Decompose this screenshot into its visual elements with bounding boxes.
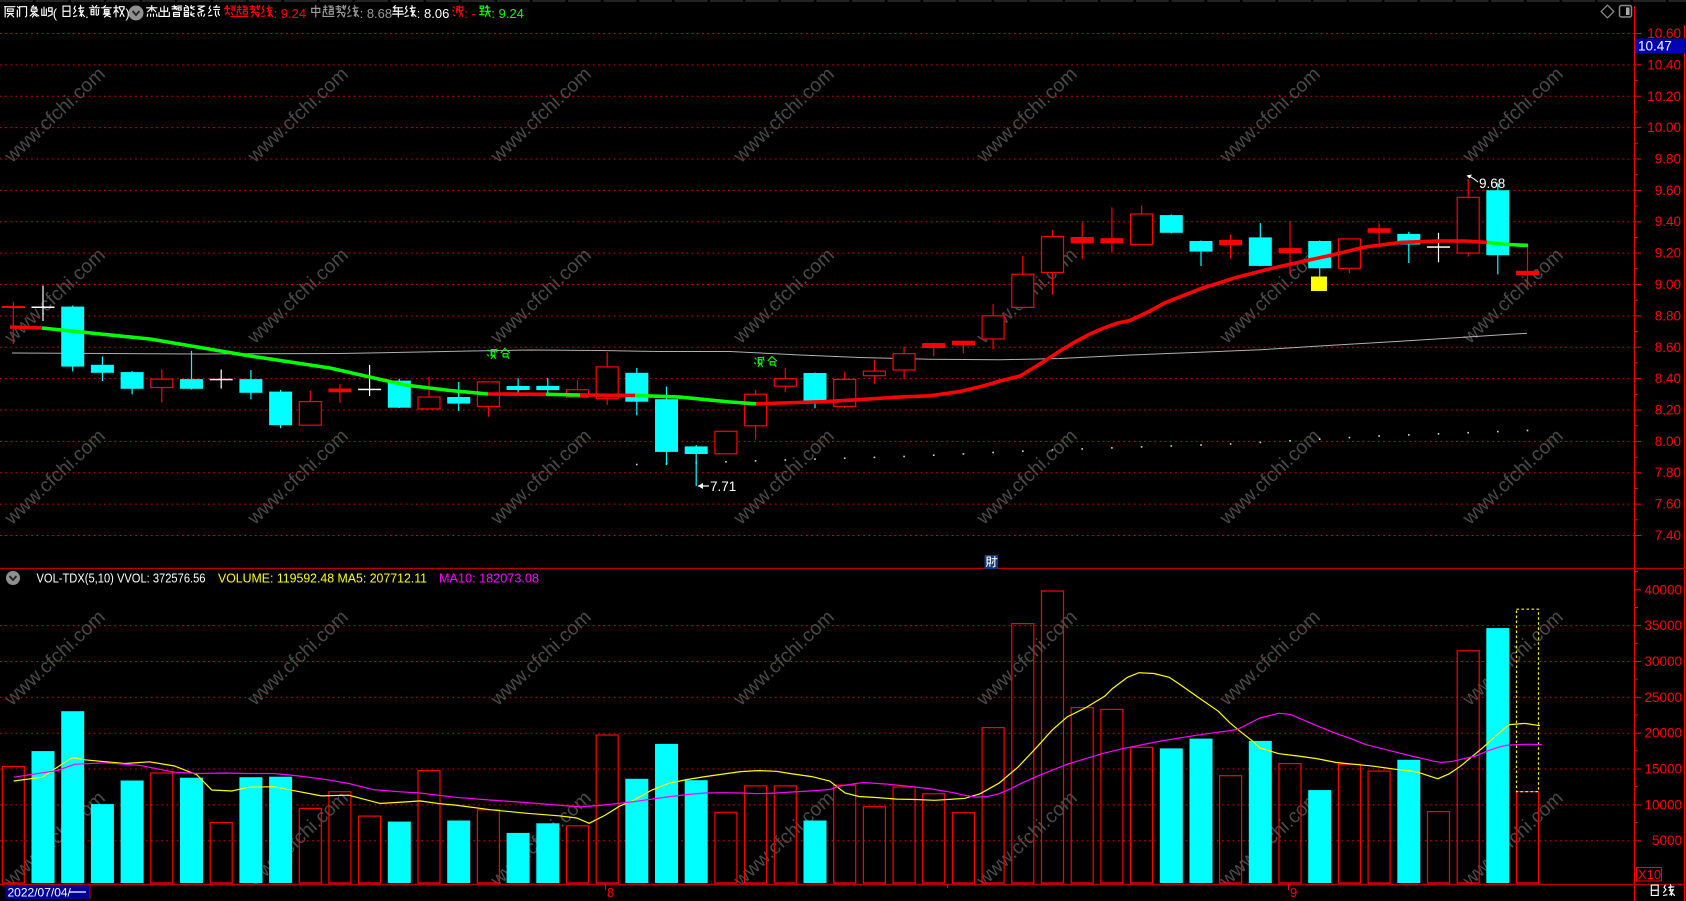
svg-text:35000: 35000 bbox=[1644, 618, 1682, 633]
svg-text:www.cfchi.com: www.cfchi.com bbox=[1215, 425, 1325, 530]
svg-text:www.cfchi.com: www.cfchi.com bbox=[1458, 244, 1568, 349]
svg-text:www.cfchi.com: www.cfchi.com bbox=[243, 425, 353, 530]
svg-text:X10: X10 bbox=[1638, 867, 1661, 882]
svg-text:(: ( bbox=[53, 6, 58, 21]
svg-text:VOLUME: 119592.48 MA5: 207712.: VOLUME: 119592.48 MA5: 207712.11 bbox=[218, 572, 427, 586]
svg-text:8: 8 bbox=[607, 885, 614, 900]
svg-text:5000: 5000 bbox=[1652, 833, 1682, 848]
svg-text:2022/07/04/: 2022/07/04/ bbox=[8, 886, 72, 900]
svg-text:www.cfchi.com: www.cfchi.com bbox=[729, 606, 839, 711]
svg-text:8.40: 8.40 bbox=[1655, 371, 1681, 386]
svg-text:9.40: 9.40 bbox=[1655, 214, 1681, 229]
svg-text:www.cfchi.com: www.cfchi.com bbox=[486, 425, 596, 530]
svg-text:9.60: 9.60 bbox=[1655, 183, 1681, 198]
svg-text:www.cfchi.com: www.cfchi.com bbox=[1215, 63, 1325, 168]
svg-text:25000: 25000 bbox=[1644, 690, 1682, 705]
svg-text:: 9.24: : 9.24 bbox=[274, 6, 307, 21]
svg-text:9.80: 9.80 bbox=[1655, 152, 1681, 167]
svg-text:9: 9 bbox=[1290, 885, 1297, 900]
svg-text:10.40: 10.40 bbox=[1647, 57, 1681, 72]
svg-text:30000: 30000 bbox=[1644, 654, 1682, 669]
svg-text:www.cfchi.com: www.cfchi.com bbox=[486, 244, 596, 349]
svg-text:www.cfchi.com: www.cfchi.com bbox=[1458, 63, 1568, 168]
svg-text:7.60: 7.60 bbox=[1655, 497, 1681, 512]
svg-text:www.cfchi.com: www.cfchi.com bbox=[729, 244, 839, 349]
svg-text:www.cfchi.com: www.cfchi.com bbox=[243, 606, 353, 711]
svg-text:www.cfchi.com: www.cfchi.com bbox=[972, 63, 1082, 168]
svg-text:15000: 15000 bbox=[1644, 762, 1682, 777]
svg-text:10.20: 10.20 bbox=[1647, 89, 1681, 104]
svg-text:10.47: 10.47 bbox=[1638, 39, 1672, 54]
svg-text:: 9.24: : 9.24 bbox=[491, 6, 524, 21]
svg-text:: 8.68: : 8.68 bbox=[360, 6, 393, 21]
svg-text:10.60: 10.60 bbox=[1647, 26, 1681, 41]
svg-text:7.80: 7.80 bbox=[1655, 465, 1681, 480]
svg-text:www.cfchi.com: www.cfchi.com bbox=[243, 244, 353, 349]
svg-text:10000: 10000 bbox=[1644, 797, 1682, 812]
svg-text:7.71: 7.71 bbox=[710, 479, 736, 494]
svg-text:www.cfchi.com: www.cfchi.com bbox=[729, 63, 839, 168]
svg-text:www.cfchi.com: www.cfchi.com bbox=[1458, 425, 1568, 530]
svg-text:www.cfchi.com: www.cfchi.com bbox=[1458, 787, 1568, 892]
svg-text:: 8.06: : 8.06 bbox=[417, 6, 450, 21]
svg-text:20000: 20000 bbox=[1644, 726, 1682, 741]
svg-text:.: . bbox=[85, 6, 89, 21]
svg-text:8.20: 8.20 bbox=[1655, 403, 1681, 418]
svg-text:www.cfchi.com: www.cfchi.com bbox=[1458, 606, 1568, 711]
svg-text:8.00: 8.00 bbox=[1655, 434, 1681, 449]
svg-text:10.00: 10.00 bbox=[1647, 120, 1681, 135]
svg-text:7.40: 7.40 bbox=[1655, 528, 1681, 543]
svg-text:9.20: 9.20 bbox=[1655, 246, 1681, 261]
svg-text:www.cfchi.com: www.cfchi.com bbox=[729, 425, 839, 530]
svg-text:www.cfchi.com: www.cfchi.com bbox=[972, 787, 1082, 892]
svg-text:www.cfchi.com: www.cfchi.com bbox=[972, 425, 1082, 530]
svg-text:www.cfchi.com: www.cfchi.com bbox=[1215, 606, 1325, 711]
svg-text:www.cfchi.com: www.cfchi.com bbox=[0, 63, 110, 168]
svg-text:www.cfchi.com: www.cfchi.com bbox=[486, 63, 596, 168]
svg-text:: -: : - bbox=[464, 6, 476, 21]
svg-text:8.60: 8.60 bbox=[1655, 340, 1681, 355]
svg-text:www.cfchi.com: www.cfchi.com bbox=[972, 606, 1082, 711]
svg-text:8.80: 8.80 bbox=[1655, 308, 1681, 323]
svg-text:9.00: 9.00 bbox=[1655, 277, 1681, 292]
svg-text:9.68: 9.68 bbox=[1479, 176, 1505, 191]
svg-text:www.cfchi.com: www.cfchi.com bbox=[0, 606, 110, 711]
svg-text:www.cfchi.com: www.cfchi.com bbox=[243, 63, 353, 168]
svg-text:40000: 40000 bbox=[1644, 582, 1682, 597]
svg-text:MA10: 182073.08: MA10: 182073.08 bbox=[439, 572, 539, 586]
svg-text:VOL-TDX(5,10) VVOL: 372576.56: VOL-TDX(5,10) VVOL: 372576.56 bbox=[37, 572, 206, 586]
svg-text:www.cfchi.com: www.cfchi.com bbox=[486, 606, 596, 711]
svg-text:www.cfchi.com: www.cfchi.com bbox=[0, 425, 110, 530]
svg-text:): ) bbox=[125, 6, 129, 21]
